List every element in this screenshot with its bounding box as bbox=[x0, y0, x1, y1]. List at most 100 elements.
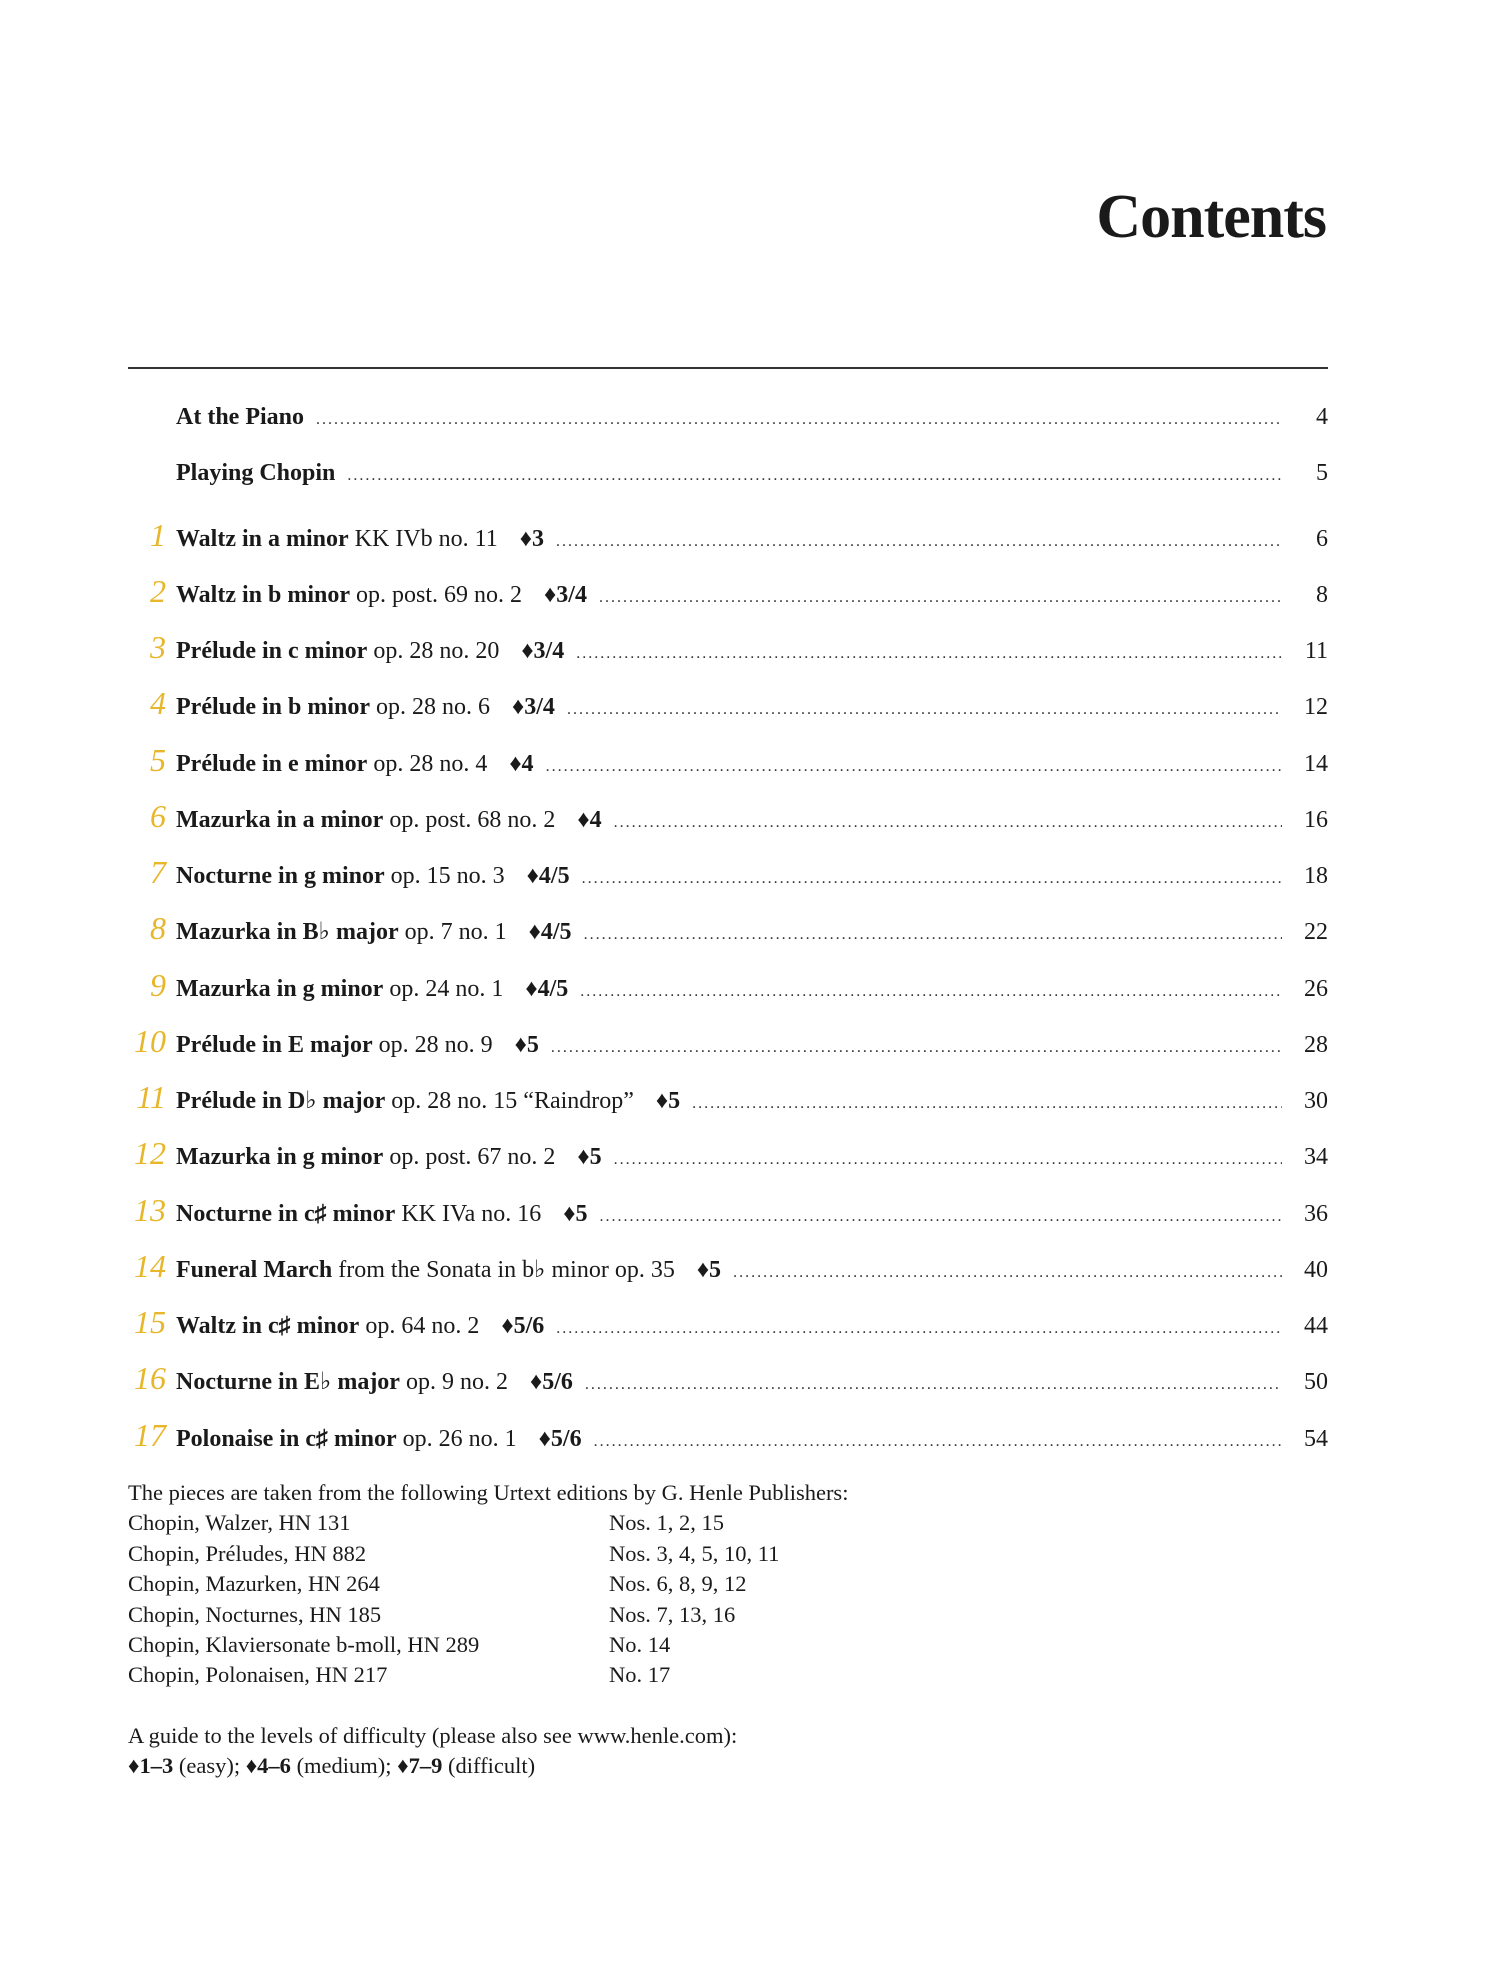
difficulty-level: ♦5 bbox=[696, 1256, 722, 1283]
entry-number: 4 bbox=[150, 685, 166, 722]
entry-title: Nocturne in g minor bbox=[176, 863, 385, 889]
toc-entry[interactable]: 8 Mazurka in B♭ major op. 7 no. 1 ♦4/5 22 bbox=[128, 910, 1328, 966]
difficulty-guide: A guide to the levels of difficulty (ple… bbox=[128, 1721, 737, 1782]
difficulty-level: ♦3 bbox=[519, 525, 545, 552]
page-number: 14 bbox=[1304, 750, 1328, 777]
toc-entry[interactable]: 1 Waltz in a minor KK IVb no. 11 ♦3 6 bbox=[128, 517, 1328, 573]
dot-leader bbox=[599, 589, 1282, 607]
entry-number: 13 bbox=[134, 1191, 166, 1228]
difficulty-level: ♦5/6 bbox=[501, 1313, 545, 1339]
dot-leader bbox=[316, 411, 1282, 429]
page-number: 5 bbox=[1316, 460, 1328, 487]
entry-title: Prélude in D♭ major bbox=[176, 1088, 386, 1114]
entry-title: Prélude in E major bbox=[176, 1031, 373, 1058]
edition-pieces: Nos. 7, 13, 16 bbox=[609, 1601, 736, 1627]
sources-section: The pieces are taken from the following … bbox=[128, 1478, 1128, 1691]
dot-leader bbox=[556, 533, 1282, 551]
toc-entry[interactable]: 16 Nocturne in E♭ major op. 9 no. 2 ♦5/6 50 bbox=[128, 1360, 1328, 1416]
edition-row: Chopin, Polonaisen, HN 217 No. 17 bbox=[128, 1660, 1128, 1690]
entry-number: 9 bbox=[150, 966, 166, 1003]
toc-entry[interactable]: 17 Polonaise in c♯ minor op. 26 no. 1 ♦5/6… bbox=[128, 1417, 1328, 1473]
toc-entry[interactable]: 6 Mazurka in a minor op. post. 68 no. 2 ♦4… bbox=[128, 798, 1328, 854]
entry-title: Mazurka in g minor bbox=[176, 1144, 384, 1171]
dot-leader bbox=[576, 645, 1282, 663]
toc-entry[interactable]: At the Piano 4 bbox=[128, 404, 1328, 460]
entry-detail: op. 28 no. 20 bbox=[367, 638, 500, 664]
edition-name: Chopin, Klaviersonate b-moll, HN 289 bbox=[128, 1632, 480, 1658]
entry-title: Mazurka in g minor bbox=[176, 975, 384, 1002]
edition-row: Chopin, Nocturnes, HN 185 Nos. 7, 13, 16 bbox=[128, 1600, 1128, 1630]
level-label: (medium); bbox=[290, 1753, 398, 1779]
entry-detail: op. 28 no. 4 bbox=[367, 750, 488, 777]
dot-leader bbox=[614, 1151, 1282, 1169]
toc-entry[interactable]: 14 Funeral March from the Sonata in b♭ mi… bbox=[128, 1248, 1328, 1304]
page-number: 28 bbox=[1304, 1031, 1328, 1058]
toc-entry[interactable]: 13 Nocturne in c♯ minor KK IVa no. 16 ♦5 36 bbox=[128, 1192, 1328, 1248]
edition-pieces: Nos. 6, 8, 9, 12 bbox=[609, 1571, 747, 1597]
page-number: 11 bbox=[1304, 638, 1328, 664]
entry-title: Waltz in a minor bbox=[176, 525, 349, 552]
edition-row: Chopin, Mazurken, HN 264 Nos. 6, 8, 9, 12 bbox=[128, 1569, 1128, 1599]
difficulty-level: ♦4/5 bbox=[526, 863, 570, 889]
level-range: ♦1–3 bbox=[128, 1753, 174, 1779]
edition-pieces: No. 14 bbox=[609, 1632, 671, 1658]
entry-title: Mazurka in a minor bbox=[176, 806, 384, 833]
guide-levels: ♦1–3 (easy); ♦4–6 (medium); ♦7–9 (diffic… bbox=[128, 1751, 737, 1781]
toc-entry[interactable]: 12 Mazurka in g minor op. post. 67 no. 2 ♦… bbox=[128, 1135, 1328, 1191]
toc-entry[interactable]: 11 Prélude in D♭ major op. 28 no. 15 “Rai… bbox=[128, 1079, 1328, 1135]
entry-title: Playing Chopin bbox=[176, 460, 336, 487]
toc-entry[interactable]: 15 Waltz in c♯ minor op. 64 no. 2 ♦5/6 44 bbox=[128, 1304, 1328, 1360]
dot-leader bbox=[614, 814, 1282, 832]
dot-leader bbox=[692, 1095, 1282, 1113]
entry-number: 1 bbox=[150, 516, 166, 553]
toc-entry[interactable]: 3 Prélude in c minor op. 28 no. 20 ♦3/4 11 bbox=[128, 629, 1328, 685]
entry-detail: op. 24 no. 1 bbox=[383, 975, 504, 1002]
edition-row: Chopin, Préludes, HN 882 Nos. 3, 4, 5, 10… bbox=[128, 1539, 1128, 1569]
difficulty-level: ♦3/4 bbox=[521, 638, 565, 664]
entry-detail: op. 26 no. 1 bbox=[396, 1425, 517, 1452]
edition-row: Chopin, Klaviersonate b-moll, HN 289 No. … bbox=[128, 1630, 1128, 1660]
entry-number: 11 bbox=[136, 1079, 166, 1115]
toc-entry[interactable]: 2 Waltz in b minor op. post. 69 no. 2 ♦3/4… bbox=[128, 573, 1328, 629]
entry-title: At the Piano bbox=[176, 404, 304, 430]
entry-detail: KK IVa no. 16 bbox=[395, 1200, 542, 1227]
edition-pieces: No. 17 bbox=[609, 1662, 671, 1688]
edition-name: Chopin, Préludes, HN 882 bbox=[128, 1540, 367, 1566]
entry-title: Nocturne in c♯ minor bbox=[176, 1200, 396, 1227]
page-number: 16 bbox=[1304, 806, 1328, 833]
difficulty-level: ♦4/5 bbox=[525, 975, 569, 1002]
table-of-contents: At the Piano 4 Playing Chopin 5 1 Waltz in a … bbox=[128, 404, 1328, 1473]
toc-entry[interactable]: 10 Prélude in E major op. 28 no. 9 ♦5 28 bbox=[128, 1023, 1328, 1079]
dot-leader bbox=[580, 983, 1282, 1001]
dot-leader bbox=[733, 1264, 1282, 1282]
difficulty-level: ♦4 bbox=[577, 806, 602, 833]
dot-leader bbox=[347, 467, 1282, 485]
entry-number: 14 bbox=[134, 1247, 166, 1284]
entry-title: Polonaise in c♯ minor bbox=[176, 1425, 397, 1452]
edition-row: Chopin, Walzer, HN 131 Nos. 1, 2, 15 bbox=[128, 1508, 1128, 1538]
entry-detail: op. 15 no. 3 bbox=[384, 863, 505, 889]
toc-entry[interactable]: Playing Chopin 5 bbox=[128, 460, 1328, 516]
edition-name: Chopin, Walzer, HN 131 bbox=[128, 1510, 351, 1536]
dot-leader bbox=[556, 1320, 1282, 1338]
page-number: 6 bbox=[1316, 525, 1328, 552]
page-number: 4 bbox=[1316, 404, 1328, 430]
entry-number: 7 bbox=[150, 854, 166, 890]
toc-entry[interactable]: 9 Mazurka in g minor op. 24 no. 1 ♦4/5 26 bbox=[128, 967, 1328, 1023]
toc-entry[interactable]: 5 Prélude in e minor op. 28 no. 4 ♦4 14 bbox=[128, 742, 1328, 798]
entry-detail: from the Sonata in b♭ minor op. 35 bbox=[332, 1256, 675, 1283]
entry-title: Prélude in c minor bbox=[176, 638, 368, 664]
toc-entry[interactable]: 4 Prélude in b minor op. 28 no. 6 ♦3/4 12 bbox=[128, 685, 1328, 741]
entry-title: Prélude in b minor bbox=[176, 694, 371, 721]
page-number: 22 bbox=[1304, 919, 1328, 946]
difficulty-level: ♦4 bbox=[509, 750, 534, 777]
toc-entry[interactable]: 7 Nocturne in g minor op. 15 no. 3 ♦4/5 18 bbox=[128, 854, 1328, 910]
page-number: 40 bbox=[1304, 1256, 1328, 1283]
dot-leader bbox=[582, 870, 1282, 888]
entry-number: 15 bbox=[134, 1304, 166, 1340]
entry-detail: op. 28 no. 6 bbox=[370, 694, 491, 721]
difficulty-level: ♦5/6 bbox=[538, 1425, 582, 1452]
page-title: Contents bbox=[1096, 183, 1327, 251]
difficulty-level: ♦4/5 bbox=[528, 919, 572, 946]
entry-detail: op. 28 no. 15 “Raindrop” bbox=[385, 1088, 634, 1114]
